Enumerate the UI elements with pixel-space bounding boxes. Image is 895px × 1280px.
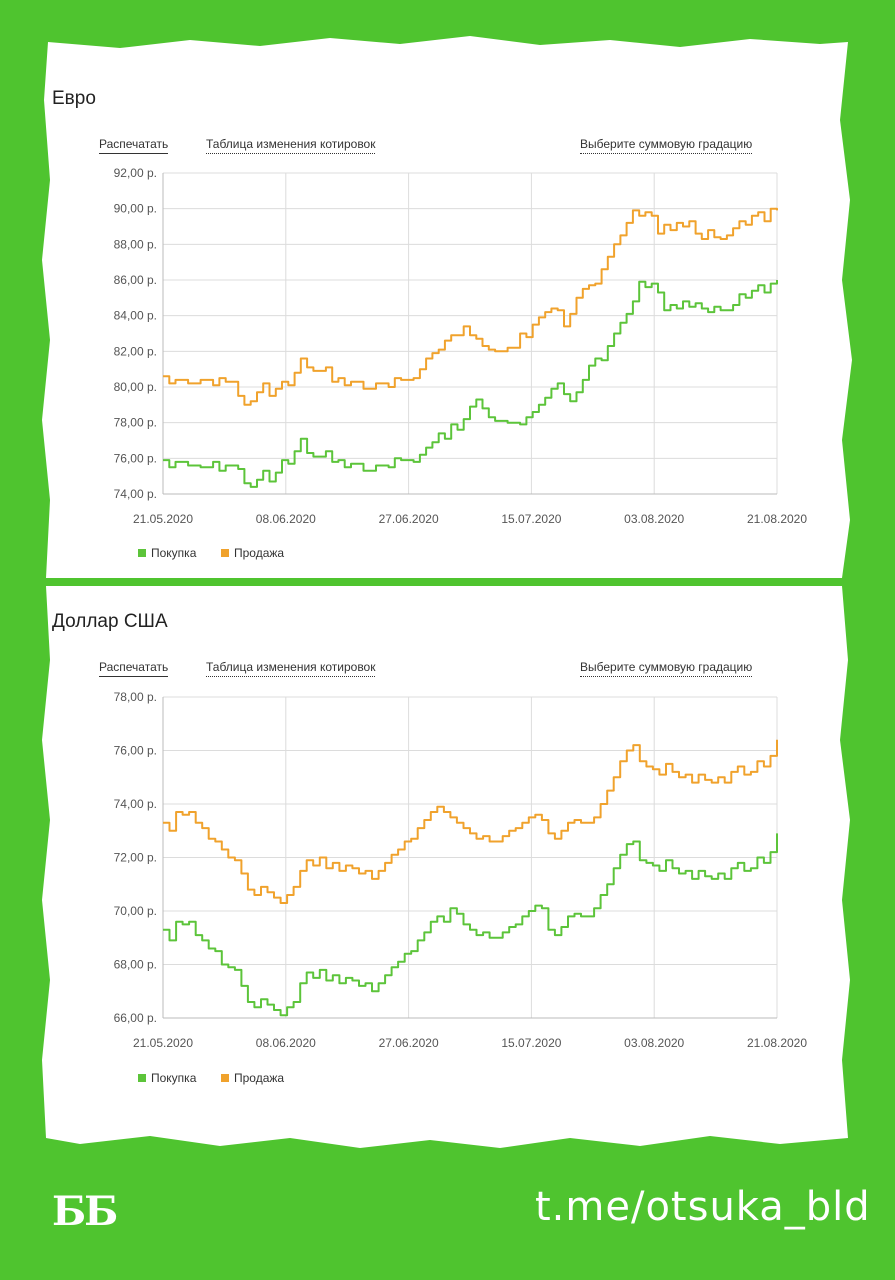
euro-series-sell-line — [163, 207, 778, 406]
euro-ytick-9: 74,00 р. — [114, 487, 157, 501]
usd-ytick-5: 68,00 р. — [114, 958, 157, 972]
usd-xtick-3: 15.07.2020 — [501, 1036, 561, 1050]
usd-xtick-0: 21.05.2020 — [133, 1036, 193, 1050]
rates-table-link-usd[interactable]: Таблица изменения котировок — [206, 660, 376, 677]
euro-ytick-5: 82,00 р. — [114, 344, 157, 358]
euro-xtick-4: 03.08.2020 — [624, 512, 684, 526]
legend-label-sell-usd: Продажа — [234, 1071, 285, 1085]
euro-ytick-8: 76,00 р. — [114, 451, 157, 465]
usd-ytick-3: 72,00 р. — [114, 851, 157, 865]
legend-buy-usd: Покупка — [138, 1071, 196, 1085]
usd-xtick-1: 08.06.2020 — [256, 1036, 316, 1050]
euro-ytick-7: 78,00 р. — [114, 416, 157, 430]
usd-ytick-2: 74,00 р. — [114, 797, 157, 811]
euro-ytick-6: 80,00 р. — [114, 380, 157, 394]
legend-sell: Продажа — [221, 546, 284, 560]
chart-title-euro: Евро — [52, 88, 96, 109]
euro-ytick-2: 88,00 р. — [114, 237, 157, 251]
euro-ytick-3: 86,00 р. — [114, 273, 157, 287]
legend-label-buy-usd: Покупка — [151, 1071, 197, 1085]
usd-xtick-2: 27.06.2020 — [379, 1036, 439, 1050]
logo: ББ — [52, 1188, 118, 1235]
legend-label-buy: Покупка — [151, 546, 197, 560]
legend-swatch-sell-usd — [221, 1074, 229, 1082]
legend-swatch-buy-usd — [138, 1074, 146, 1082]
rates-table-link[interactable]: Таблица изменения котировок — [206, 137, 376, 154]
telegram-handle[interactable]: t.me/otsuka_bld — [535, 1184, 871, 1230]
euro-xtick-2: 27.06.2020 — [379, 512, 439, 526]
usd-ytick-6: 66,00 р. — [114, 1011, 157, 1025]
gradation-select-usd[interactable]: Выберите суммовую градацию — [580, 660, 753, 677]
legend-sell-usd: Продажа — [221, 1071, 284, 1085]
usd-series-sell-line — [163, 739, 778, 904]
legend-swatch-sell — [221, 549, 229, 557]
print-link[interactable]: Распечатать — [99, 137, 169, 154]
euro-ytick-0: 92,00 р. — [114, 166, 157, 180]
usd-xtick-4: 03.08.2020 — [624, 1036, 684, 1050]
legend-buy: Покупка — [138, 546, 196, 560]
usd-ytick-4: 70,00 р. — [114, 904, 157, 918]
euro-xtick-1: 08.06.2020 — [256, 512, 316, 526]
usd-ytick-1: 76,00 р. — [114, 744, 157, 758]
euro-series-buy-line — [163, 280, 778, 488]
euro-ytick-1: 90,00 р. — [114, 202, 157, 216]
chart-title-usd: Доллар США — [52, 611, 168, 632]
usd-xtick-5: 21.08.2020 — [747, 1036, 807, 1050]
legend-label-sell: Продажа — [234, 546, 285, 560]
gradation-select[interactable]: Выберите суммовую градацию — [580, 137, 753, 154]
euro-ytick-4: 84,00 р. — [114, 309, 157, 323]
euro-xtick-3: 15.07.2020 — [501, 512, 561, 526]
usd-ytick-0: 78,00 р. — [114, 690, 157, 704]
print-link-usd[interactable]: Распечатать — [99, 660, 169, 677]
legend-swatch-buy — [138, 549, 146, 557]
euro-xtick-0: 21.05.2020 — [133, 512, 193, 526]
euro-xtick-5: 21.08.2020 — [747, 512, 807, 526]
usd-series-buy-line — [163, 833, 778, 1017]
